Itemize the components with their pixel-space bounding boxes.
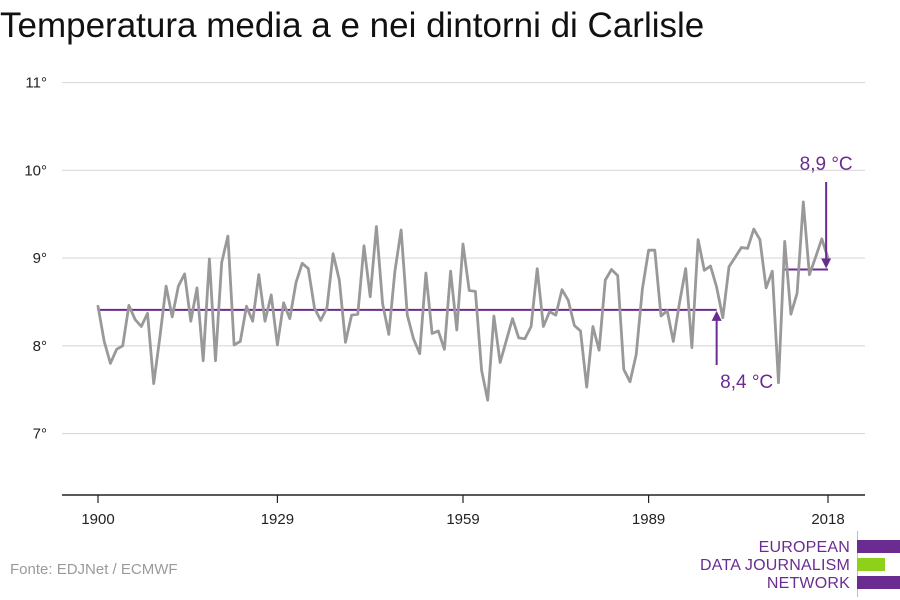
temperature-series-line [96, 200, 830, 402]
logo-line-data-journalism: DATA JOURNALISM [700, 557, 850, 574]
logo-line-european: EUROPEAN [758, 539, 850, 556]
annotation-label-8-4: 8,4 °C [720, 372, 773, 393]
logo-bar-purple-top [857, 540, 900, 553]
x-tick-label: 1900 [81, 511, 114, 528]
y-axis-ticks: 7° 8° 9° 10° 11° [24, 75, 47, 443]
y-tick-label: 9° [33, 250, 47, 267]
annotation-label-8-9: 8,9 °C [800, 154, 853, 175]
logo-line-network: NETWORK [766, 575, 850, 592]
logo-bar-green [857, 558, 885, 571]
y-tick-label: 7° [33, 426, 47, 443]
x-axis: 1900 1929 1959 1989 2018 [62, 494, 865, 528]
logo-bar-purple-bottom [857, 576, 900, 589]
x-tick-label: 1959 [446, 511, 479, 528]
y-tick-label: 10° [24, 162, 47, 179]
annotations: 8,4 °C 8,9 °C [711, 154, 853, 393]
series-layer [96, 200, 830, 402]
chart-title: Temperatura media a e nei dintorni di Ca… [0, 6, 705, 45]
y-tick-label: 11° [25, 75, 47, 92]
edjnet-logo: EUROPEAN DATA JOURNALISM NETWORK [700, 531, 900, 597]
x-tick-label: 1989 [632, 511, 665, 528]
source-note: Fonte: EDJNet / ECMWF [10, 561, 178, 578]
x-tick-label: 2018 [811, 511, 844, 528]
y-tick-label: 8° [33, 338, 47, 355]
x-tick-label: 1929 [261, 511, 294, 528]
